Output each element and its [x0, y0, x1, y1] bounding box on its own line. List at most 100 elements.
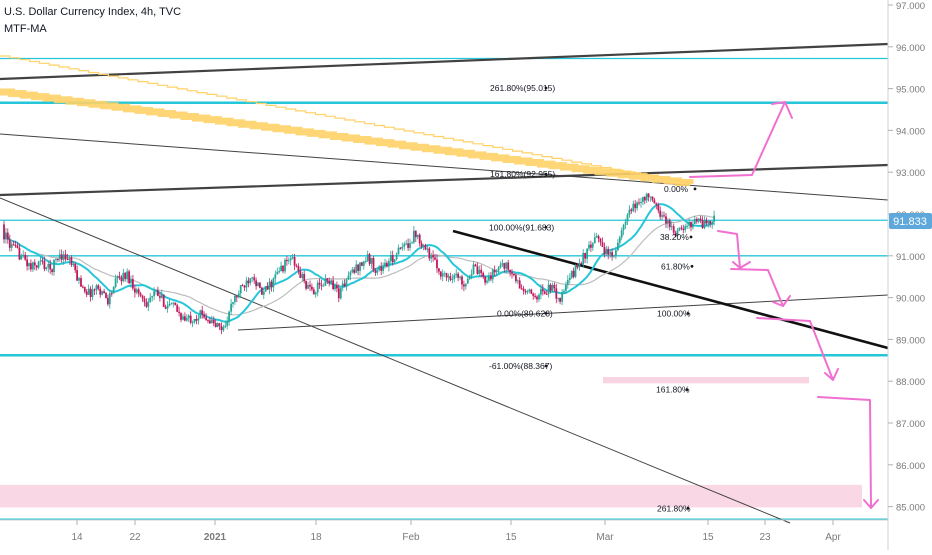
- candle-body: [91, 289, 94, 297]
- candle-body: [330, 280, 332, 284]
- candle-body: [601, 242, 604, 247]
- candle-body: [178, 311, 180, 313]
- candle-body: [432, 255, 434, 258]
- candle-body: [411, 242, 413, 244]
- candle-body: [359, 262, 361, 271]
- y-axis-tick-label: 90.000: [896, 294, 925, 305]
- candle-body: [243, 285, 246, 288]
- candle-body: [282, 265, 284, 272]
- candle-body: [563, 290, 565, 292]
- candle-body: [110, 293, 113, 295]
- candle-body: [337, 288, 340, 299]
- candle-body: [135, 289, 138, 293]
- candle-body: [230, 303, 232, 312]
- fib-retracement-label: 100.00%(91.683): [489, 222, 554, 232]
- last-price-badge: 91.833: [889, 213, 932, 229]
- candle-body: [289, 258, 292, 261]
- lower-descending-trendline[interactable]: [0, 197, 791, 524]
- moving-average-slow: [3, 214, 715, 316]
- candle-body: [422, 245, 425, 247]
- candle-body: [309, 284, 311, 287]
- candle-body: [418, 234, 421, 244]
- x-axis-tick-label: 14: [71, 532, 83, 543]
- candle-body: [480, 269, 483, 273]
- candle-body: [674, 232, 677, 237]
- candle-body: [293, 257, 296, 266]
- candle-body: [362, 261, 365, 266]
- candle-body: [105, 293, 107, 298]
- candle-body: [174, 302, 177, 306]
- channel-top-trendline[interactable]: [0, 42, 889, 81]
- candle-body: [351, 269, 354, 273]
- candle-body: [615, 250, 617, 256]
- candle-body: [570, 270, 573, 278]
- candle-body: [132, 279, 134, 289]
- candle-body: [189, 315, 192, 323]
- candle-body: [237, 293, 240, 298]
- candle-body: [382, 266, 384, 271]
- candle-body: [603, 246, 606, 255]
- candle-body: [401, 246, 404, 249]
- candle-body: [595, 236, 598, 238]
- resistance-trendline[interactable]: [452, 229, 889, 350]
- candle-body: [584, 253, 586, 259]
- candle-body: [47, 264, 50, 268]
- bearish-projection-arrow-4: [817, 396, 879, 509]
- candle-body: [393, 259, 396, 263]
- candle-body: [170, 303, 173, 305]
- candle-body: [32, 262, 34, 270]
- candle-body: [316, 282, 319, 293]
- candle-body: [89, 288, 92, 297]
- y-axis-tick-label: 91.000: [896, 252, 925, 263]
- candle-body: [199, 310, 202, 319]
- y-axis-tick-label: 86.000: [896, 461, 925, 472]
- candle-body: [628, 209, 631, 215]
- candle-body: [540, 289, 542, 295]
- candle-body: [403, 243, 406, 247]
- upper-descending-trendline[interactable]: [0, 133, 889, 201]
- candle-body: [82, 286, 84, 288]
- candle-body: [336, 285, 338, 289]
- candle-body: [218, 323, 221, 326]
- candle-body: [464, 283, 467, 287]
- candle-body: [87, 288, 90, 295]
- candle-body: [259, 282, 261, 288]
- candle-body: [459, 276, 461, 278]
- channel-mid-trendline[interactable]: [0, 163, 889, 197]
- candle-body: [276, 271, 279, 275]
- candle-body: [322, 285, 325, 287]
- candle-body: [247, 280, 250, 284]
- candle-body: [599, 238, 602, 243]
- candle-body: [274, 274, 277, 279]
- candle-body: [312, 289, 315, 295]
- candle-body: [536, 296, 538, 300]
- candle-body: [272, 278, 275, 288]
- candle-body: [37, 261, 40, 268]
- candle-body: [20, 255, 23, 260]
- candle-body: [53, 259, 55, 272]
- candle-body: [424, 245, 427, 250]
- candle-body: [445, 273, 448, 278]
- target-zone-85: [0, 484, 862, 508]
- candle-body: [311, 286, 313, 290]
- candle-body: [653, 200, 656, 204]
- candle-body: [184, 316, 186, 321]
- candle-body: [341, 283, 344, 288]
- moving-average-fast: [3, 203, 715, 323]
- y-axis-tick-label: 87.000: [896, 419, 925, 430]
- candle-body: [197, 318, 200, 321]
- indicator-name[interactable]: MTF-MA: [4, 23, 47, 35]
- candle-body: [478, 269, 481, 274]
- candle-body: [114, 278, 117, 287]
- candle-body: [649, 196, 652, 198]
- support-trendline[interactable]: [237, 294, 889, 331]
- candle-body: [39, 260, 42, 262]
- candle-body: [8, 239, 11, 248]
- candle-body: [261, 287, 263, 295]
- candle-body: [572, 270, 575, 277]
- candle-body: [3, 224, 5, 240]
- candle-body: [568, 277, 571, 280]
- candle-body: [528, 289, 531, 292]
- candle-body: [191, 322, 194, 324]
